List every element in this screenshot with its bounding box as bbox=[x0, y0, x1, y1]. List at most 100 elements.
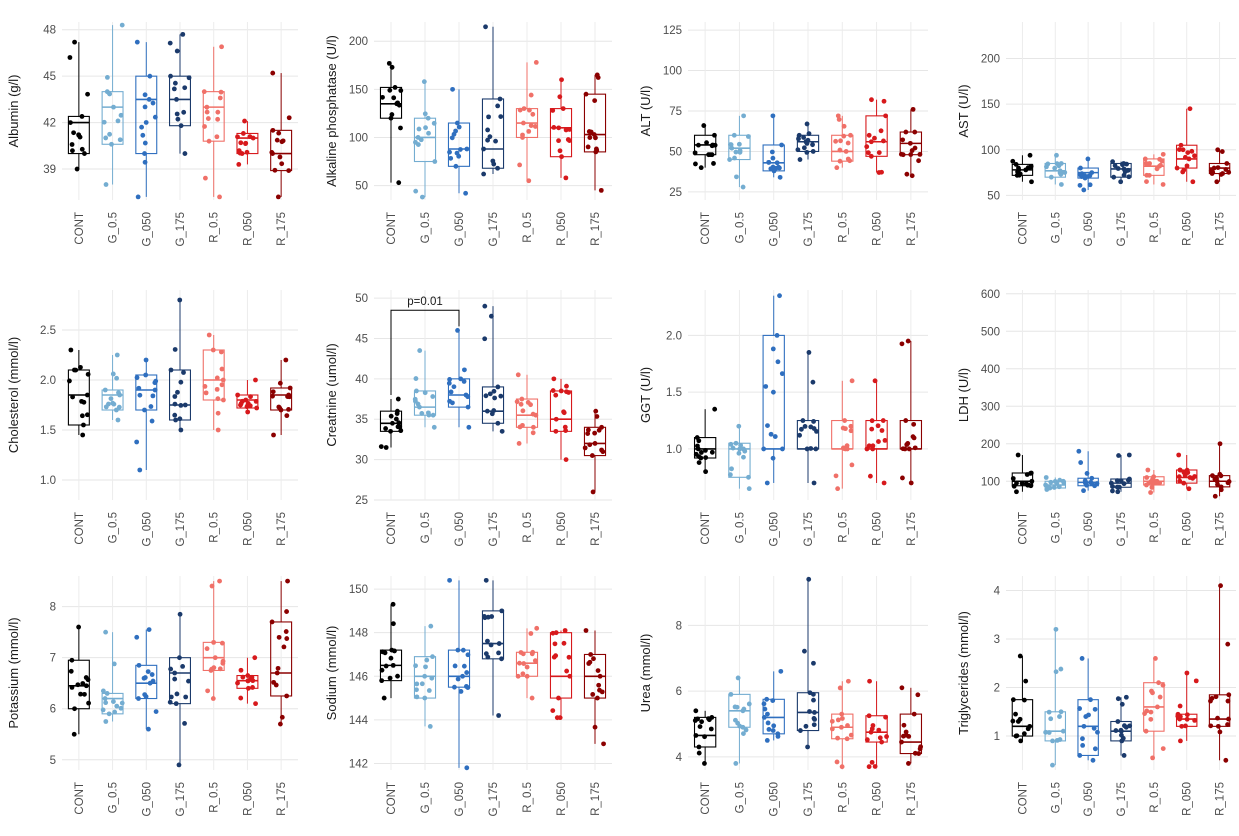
data-point bbox=[142, 104, 148, 110]
data-point bbox=[423, 664, 428, 670]
data-point bbox=[116, 404, 122, 410]
data-point bbox=[774, 333, 780, 338]
data-point bbox=[481, 146, 486, 152]
data-point bbox=[742, 448, 748, 454]
box-G_0.5 bbox=[101, 352, 124, 423]
data-point bbox=[388, 413, 394, 419]
data-point bbox=[1184, 716, 1190, 722]
data-point bbox=[1116, 453, 1121, 458]
x-tick-label: G_175 bbox=[175, 782, 187, 817]
data-point bbox=[81, 422, 86, 428]
data-point bbox=[116, 390, 121, 396]
data-point bbox=[414, 694, 420, 700]
data-point bbox=[711, 161, 716, 166]
data-point bbox=[1043, 475, 1049, 480]
box-R_050 bbox=[864, 378, 888, 486]
data-point bbox=[1217, 729, 1223, 735]
box-G_0.5 bbox=[412, 348, 437, 430]
data-point bbox=[520, 422, 525, 428]
data-point bbox=[1124, 161, 1129, 167]
data-point bbox=[515, 673, 521, 679]
y-axis-label: Alkaline phosphatase (U/l) bbox=[324, 35, 339, 187]
x-tick-label: G_050 bbox=[769, 782, 781, 817]
data-point bbox=[431, 424, 437, 430]
y-tick-label: 39 bbox=[43, 164, 56, 176]
box-CONT bbox=[1010, 452, 1035, 495]
data-point bbox=[1081, 488, 1086, 494]
data-point bbox=[395, 673, 400, 679]
x-tick-label: G_0.5 bbox=[734, 782, 746, 813]
data-point bbox=[556, 138, 561, 144]
data-point bbox=[464, 670, 470, 675]
data-point bbox=[1148, 709, 1154, 715]
data-point bbox=[136, 662, 142, 668]
data-point bbox=[460, 647, 466, 653]
panel-4: 1.0 1.5 2.0 2.5 Cholesterol (mmol/l) CONT G_0.… bbox=[6, 290, 298, 547]
x-tick-label: G_0.5 bbox=[420, 212, 432, 243]
data-point bbox=[390, 662, 396, 668]
data-point bbox=[703, 455, 709, 460]
data-point bbox=[878, 128, 884, 134]
data-point bbox=[808, 446, 814, 451]
data-point bbox=[73, 367, 79, 373]
box-iqr bbox=[67, 369, 90, 426]
data-point bbox=[1144, 475, 1150, 480]
data-point bbox=[1215, 147, 1221, 153]
data-point bbox=[1078, 460, 1084, 465]
data-point bbox=[798, 426, 804, 432]
data-point bbox=[558, 388, 564, 394]
data-point bbox=[563, 428, 569, 433]
panel-0: 39 42 45 48 Albumin (g/l) CONT G_0.5 G_050 G_175… bbox=[6, 22, 298, 247]
data-point bbox=[430, 412, 436, 418]
data-point bbox=[492, 395, 498, 401]
data-point bbox=[114, 375, 120, 381]
box-G_0.5 bbox=[727, 113, 751, 190]
data-point bbox=[839, 716, 845, 721]
data-point bbox=[1121, 481, 1127, 487]
x-tick-label: G_0.5 bbox=[1050, 512, 1062, 543]
data-point bbox=[271, 679, 277, 685]
data-point bbox=[585, 427, 591, 433]
data-point bbox=[167, 40, 173, 46]
data-point bbox=[238, 695, 244, 701]
data-point bbox=[1010, 158, 1016, 164]
data-point bbox=[183, 694, 189, 700]
data-point bbox=[592, 430, 598, 436]
data-point bbox=[900, 475, 905, 481]
data-point bbox=[106, 401, 111, 407]
data-point bbox=[173, 417, 179, 423]
data-point bbox=[1013, 162, 1019, 167]
data-point bbox=[186, 75, 192, 81]
data-point bbox=[592, 441, 598, 446]
box-R_0.5 bbox=[829, 678, 854, 770]
data-point bbox=[1176, 474, 1182, 480]
data-point bbox=[595, 75, 601, 80]
data-point bbox=[1123, 694, 1129, 700]
x-tick-label: R_0.5 bbox=[522, 782, 534, 813]
data-point bbox=[172, 676, 178, 682]
y-tick-label: 50 bbox=[987, 190, 1000, 202]
data-point bbox=[1045, 161, 1051, 167]
box-G_175 bbox=[796, 350, 820, 486]
data-point bbox=[802, 648, 807, 654]
data-point bbox=[1014, 489, 1019, 495]
data-point bbox=[1225, 722, 1230, 727]
x-tick-label: R_175 bbox=[906, 512, 918, 546]
data-point bbox=[152, 387, 158, 393]
data-point bbox=[1077, 172, 1083, 177]
y-axis-label: Creatnine (umol/l) bbox=[324, 343, 339, 446]
data-point bbox=[215, 427, 221, 433]
data-point bbox=[118, 705, 124, 711]
x-tick-label: G_175 bbox=[803, 782, 815, 817]
data-point bbox=[389, 64, 395, 70]
box-G_0.5 bbox=[101, 22, 125, 187]
data-point bbox=[585, 144, 591, 150]
data-point bbox=[770, 346, 776, 352]
data-point bbox=[837, 147, 843, 153]
data-point bbox=[773, 165, 779, 171]
data-point bbox=[78, 364, 83, 370]
data-point bbox=[1155, 704, 1160, 710]
data-point bbox=[516, 441, 522, 446]
data-point bbox=[285, 394, 290, 400]
data-point bbox=[734, 174, 739, 180]
